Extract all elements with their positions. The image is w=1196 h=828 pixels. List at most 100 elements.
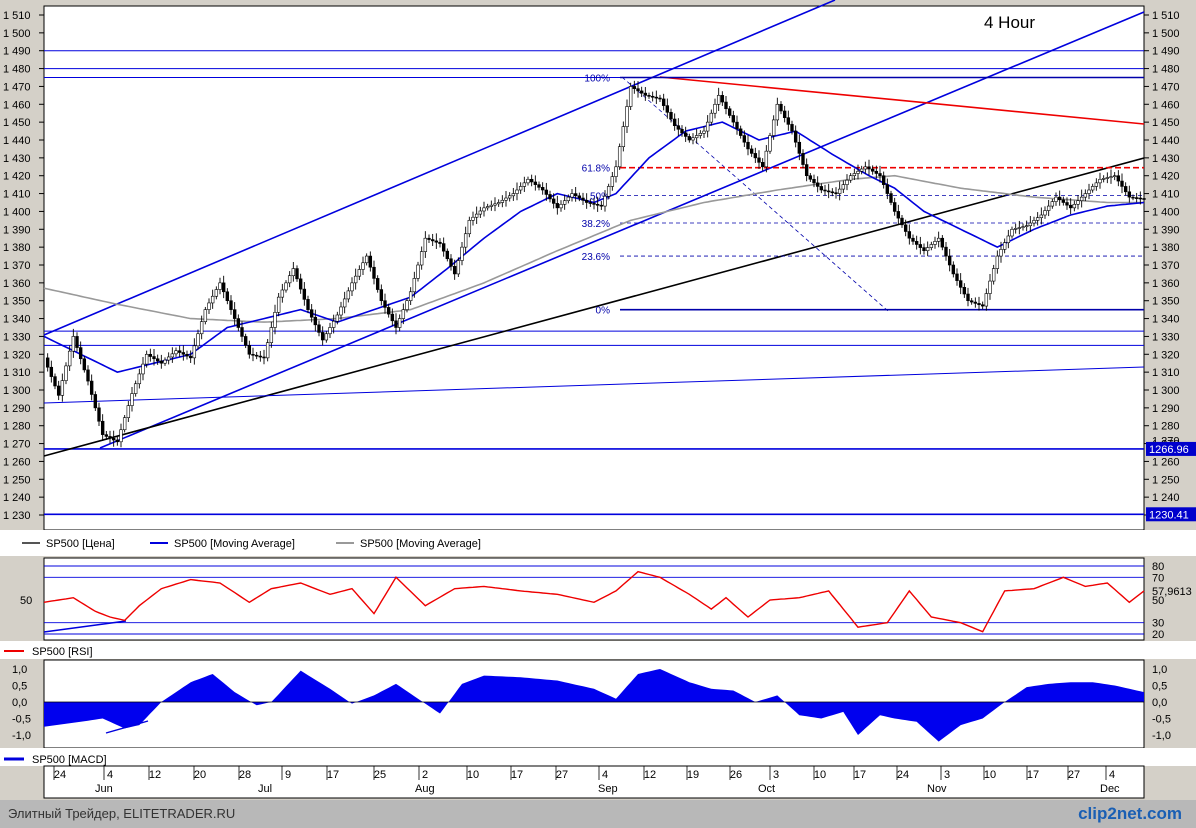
candle-down xyxy=(962,287,967,295)
candle-up xyxy=(284,282,288,291)
candle-down xyxy=(801,153,805,165)
candle-down xyxy=(108,436,112,439)
fibonacci-levels: 100% 61.8% 50% 38.2% 23.6% 0% xyxy=(582,74,1144,317)
candle-up xyxy=(324,333,329,341)
candle-up xyxy=(771,119,776,136)
candle-up xyxy=(130,393,134,406)
legend-rsi: SP500 [RSI] xyxy=(32,646,93,658)
candle-up xyxy=(1101,178,1106,180)
tick-label-left: 1 300 xyxy=(3,385,31,397)
tick-label-left: 1 370 xyxy=(3,260,31,272)
tick-label-right: 1 300 xyxy=(1152,385,1180,397)
clip2net-logo: clip2net.com xyxy=(1078,804,1182,823)
candle-down xyxy=(753,153,758,159)
tick-label-right: 1 440 xyxy=(1152,135,1180,147)
candle-down xyxy=(115,439,120,443)
day-label: 12 xyxy=(149,769,161,781)
candle-down xyxy=(372,266,376,279)
candle-down xyxy=(573,193,578,197)
tick-label-left: 1 430 xyxy=(3,153,31,165)
candle-up xyxy=(559,203,563,209)
rsi-line xyxy=(43,570,1145,633)
candle-down xyxy=(944,246,948,257)
day-label: 17 xyxy=(327,769,339,781)
candle-up xyxy=(845,179,849,185)
candle-down xyxy=(555,203,560,209)
candle-up xyxy=(694,135,699,139)
candle-up xyxy=(357,269,362,277)
day-label: 17 xyxy=(1027,769,1039,781)
candle-down xyxy=(918,244,923,248)
tick-label-left: 1 500 xyxy=(3,28,31,40)
candle-down xyxy=(551,198,556,204)
tick-label-left: 1 390 xyxy=(3,224,31,236)
candle-up xyxy=(276,296,281,313)
candle-up xyxy=(1017,227,1022,229)
legend-macd: SP500 [MACD] xyxy=(32,754,107,766)
day-label: 3 xyxy=(773,769,779,781)
candle-down xyxy=(870,168,875,172)
candle-up xyxy=(929,244,934,248)
candle-down xyxy=(731,115,736,123)
month-label: Jul xyxy=(258,783,272,795)
candle-up xyxy=(485,206,490,209)
candle-down xyxy=(445,250,450,260)
month-label: Sep xyxy=(598,783,618,795)
tick-label-right: 1 350 xyxy=(1152,296,1180,308)
thin-blue-line xyxy=(43,366,1145,404)
upper-channel-line xyxy=(43,0,836,336)
candle-up xyxy=(775,103,780,121)
candle-up xyxy=(1043,210,1047,216)
candle-down xyxy=(386,307,391,315)
candle-down xyxy=(940,237,945,248)
candle-up xyxy=(991,268,996,282)
candle-down xyxy=(687,136,692,141)
candle-up xyxy=(518,186,523,191)
candle-down xyxy=(867,166,871,170)
tick-label-right: 1 380 xyxy=(1152,242,1180,254)
candle-up xyxy=(496,202,501,205)
candle-down xyxy=(786,117,791,125)
candle-up xyxy=(210,295,215,304)
candle-down xyxy=(911,237,915,242)
tick-label-right: 1 470 xyxy=(1152,81,1180,93)
candle-up xyxy=(698,133,703,136)
candle-down xyxy=(152,356,156,360)
candle-down xyxy=(1068,204,1073,209)
day-label: 4 xyxy=(602,769,608,781)
candle-up xyxy=(1032,220,1036,224)
candle-down xyxy=(790,124,794,132)
day-label: 17 xyxy=(854,769,866,781)
candle-up xyxy=(207,302,211,310)
candle-down xyxy=(907,231,912,239)
candle-up xyxy=(1112,175,1117,178)
price-tag-box xyxy=(1146,441,1196,456)
tick-label-right: 1 430 xyxy=(1152,153,1180,165)
rsi-legend-strip xyxy=(0,641,1196,659)
month-label: Dec xyxy=(1100,783,1120,795)
candle-up xyxy=(339,306,343,316)
candle-down xyxy=(639,90,644,94)
candle-up xyxy=(1072,203,1077,209)
candle-down xyxy=(181,352,186,355)
macd-right-tick: 1,0 xyxy=(1152,664,1167,676)
candle-up xyxy=(1054,196,1058,202)
tick-label-right: 1 450 xyxy=(1152,117,1180,129)
tick-label-right: 1 340 xyxy=(1152,314,1180,326)
candle-up xyxy=(174,350,178,355)
macd-axis: 1,0 1,0 0,5 0,5 0,0 0,0 -0,5 -0,5 -1,0 -1,0 xyxy=(12,664,1171,742)
tick-label-right: 1 290 xyxy=(1152,403,1180,415)
candle-up xyxy=(364,255,369,264)
tick-label-left: 1 350 xyxy=(3,296,31,308)
candle-up xyxy=(995,255,1000,269)
candle-down xyxy=(1065,202,1069,206)
rsi-tick-label: 80 xyxy=(1152,561,1164,573)
candle-down xyxy=(317,324,321,333)
candle-down xyxy=(78,347,83,360)
candle-down xyxy=(320,332,325,341)
candle-down xyxy=(544,189,549,195)
tick-label-right: 1 480 xyxy=(1152,64,1180,76)
candle-down xyxy=(368,255,373,268)
candle-down xyxy=(258,355,263,358)
candle-down xyxy=(647,95,651,97)
